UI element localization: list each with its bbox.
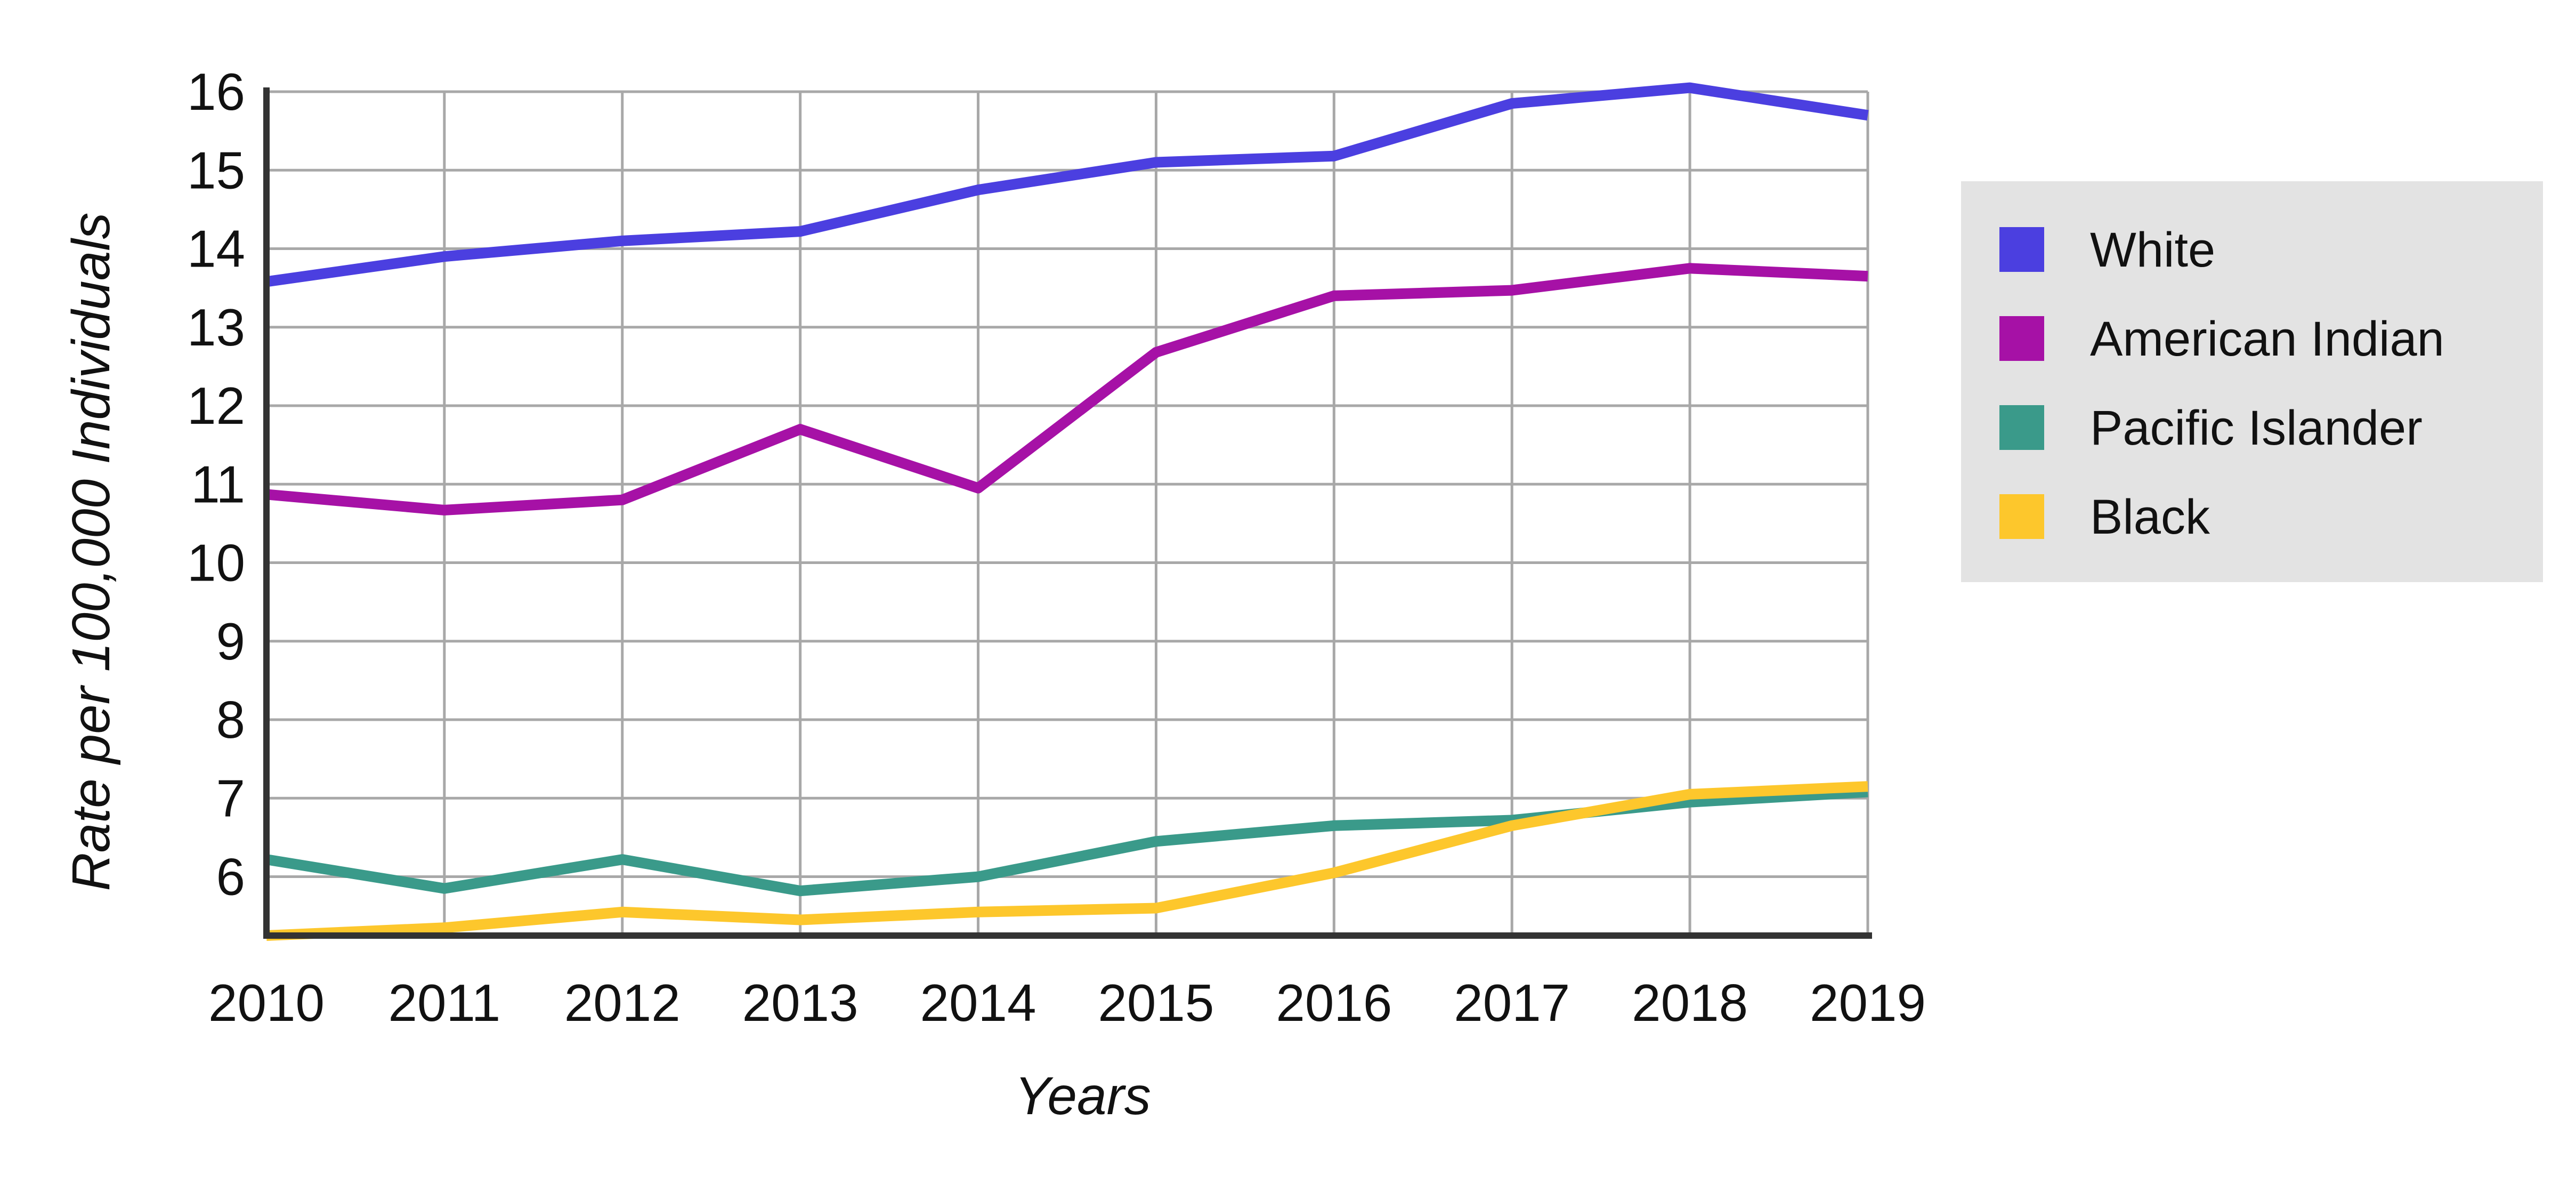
y-tick-label: 11 [191, 455, 245, 513]
y-tick-label: 16 [187, 62, 245, 121]
legend-swatch-american-indian [1999, 316, 2044, 361]
y-tick-label: 7 [216, 769, 245, 827]
series-line-black [266, 781, 1868, 941]
y-tick-label: 9 [216, 612, 245, 671]
legend-swatch-pacific-islander [1999, 405, 2044, 450]
y-tick-label: 10 [187, 534, 245, 592]
axes-layer [263, 87, 1872, 939]
legend-swatch-black [1999, 494, 2044, 539]
y-tick-label: 15 [187, 141, 245, 199]
x-tick-label: 2011 [388, 973, 501, 1032]
x-tick-label: 2012 [564, 973, 681, 1032]
x-tick-label: 2013 [742, 973, 858, 1032]
x-tick-label: 2010 [208, 973, 325, 1032]
legend-label-black: Black [2090, 490, 2210, 544]
y-axis-title: Rate per 100,000 Individuals [61, 212, 121, 891]
legend-label-white: White [2090, 223, 2215, 277]
y-tick-label: 12 [187, 376, 245, 435]
series-layer [265, 82, 1869, 941]
legend-label-pacific-islander: Pacific Islander [2090, 401, 2423, 455]
legend-swatch-white [1999, 227, 2044, 272]
legend-label-american-indian: American Indian [2090, 312, 2444, 366]
x-tick-label: 2014 [920, 973, 1036, 1032]
y-tick-label: 8 [216, 690, 245, 749]
x-axis-title: Years [1015, 1066, 1151, 1126]
x-tick-label: 2019 [1810, 973, 1926, 1032]
series-line-american-indian [266, 263, 1868, 516]
x-tick-label: 2018 [1632, 973, 1748, 1032]
y-tick-label: 6 [216, 848, 245, 906]
y-tick-label: 14 [187, 220, 245, 278]
x-tick-label: 2016 [1276, 973, 1392, 1032]
ticks-layer: 6 7 8 9 10 11 12 13 14 15 16 2010 2011 2012 2013 2014 20… [187, 62, 1926, 1032]
x-tick-label: 2015 [1098, 973, 1214, 1032]
x-tick-label: 2017 [1454, 973, 1570, 1032]
legend: White American Indian Pacific Islander Blac… [1961, 181, 2543, 582]
series-line-white [265, 82, 1869, 287]
legend-background [1961, 181, 2543, 582]
y-tick-label: 13 [187, 298, 245, 357]
